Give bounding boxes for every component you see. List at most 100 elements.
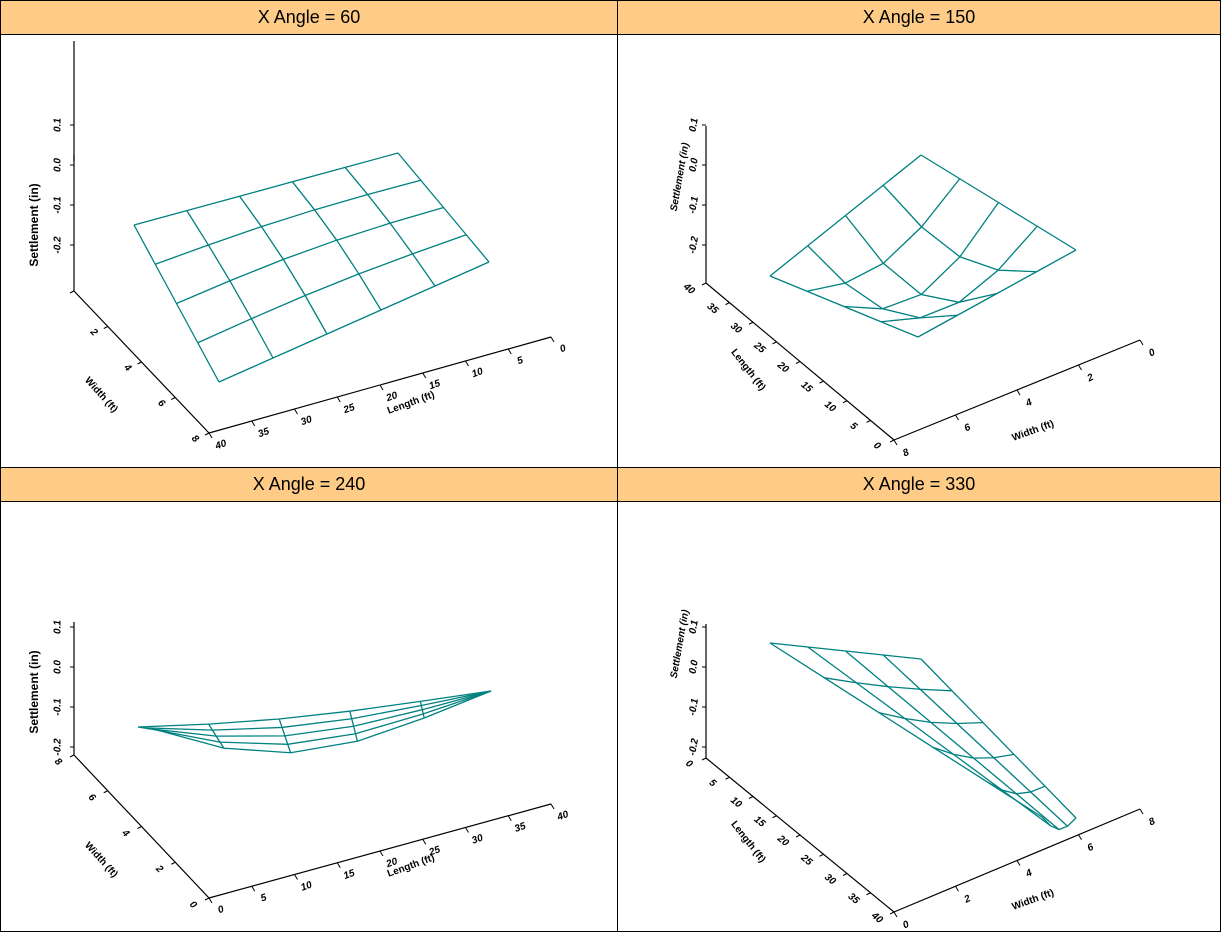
width-axis-tick: [1016, 389, 1021, 396]
length-axis-tick-label: 10: [299, 879, 314, 893]
length-axis-tick: [842, 873, 848, 876]
length-axis-tick: [701, 757, 707, 761]
width-axis-tick-label: 6: [155, 398, 167, 410]
chart-title: X Angle = 240: [1, 468, 617, 502]
length-axis-tick: [550, 803, 555, 810]
width-axis-tick-label: 2: [1085, 372, 1096, 385]
surface-grid-line: [137, 726, 158, 731]
surface-grid-line: [142, 690, 492, 731]
width-axis-tick-label: 6: [963, 422, 973, 435]
length-axis-tick-label: 40: [868, 910, 885, 927]
length-axis-tick-label: 15: [752, 814, 768, 830]
width-axis-tick: [103, 790, 108, 794]
length-axis-tick: [465, 360, 469, 367]
length-axis-tick: [889, 911, 895, 915]
surface-grid-line: [844, 215, 998, 303]
length-axis-tick-label: 10: [470, 366, 485, 380]
surface-grid-line: [152, 690, 492, 745]
width-axis-tick: [171, 861, 176, 865]
length-axis-tick-label: 5: [259, 892, 268, 904]
z-axis-tick-label: 0.1: [53, 620, 64, 634]
surface-grid-line: [156, 690, 492, 754]
length-axis-tick-label: 30: [728, 321, 744, 337]
length-axis-tick-label: 25: [341, 402, 357, 417]
surface-grid-line: [397, 152, 490, 263]
z-axis-tick-label: -0.1: [687, 697, 701, 716]
width-axis-tick-label: 8: [52, 756, 64, 768]
length-axis-tick-label: 40: [680, 281, 697, 298]
length-axis-tick-label: 20: [384, 856, 400, 871]
width-axis-tick: [69, 754, 75, 758]
width-axis-tick-label: 6: [1086, 842, 1096, 855]
length-axis-tick: [550, 336, 555, 343]
length-axis-tick: [379, 384, 384, 391]
width-axis-tick-label: 2: [153, 863, 166, 876]
z-axis-label: Settlement (in): [27, 183, 41, 266]
surface-grid-line: [807, 245, 958, 319]
width-axis-tick: [171, 397, 176, 400]
chart-panel-3: X Angle = 240 0.1 0.0 -0.1 -0.2 Settlement (…: [0, 467, 618, 932]
z-axis-tick-label: -0.2: [687, 737, 701, 756]
length-axis-tick: [336, 862, 341, 869]
length-axis-tick: [251, 420, 256, 427]
z-axis-tick-label: 0.1: [53, 118, 64, 132]
width-axis-tick: [893, 439, 898, 446]
length-axis-tick-label: 5: [516, 355, 525, 367]
length-axis-tick: [842, 400, 848, 404]
surface-grid-line: [147, 690, 492, 737]
chart-panel-4: X Angle = 330 0.1 0.0 -0.1 -0.2 Settlement (…: [617, 467, 1221, 932]
width-axis-tick: [69, 290, 75, 294]
z-axis-label: Settlement (in): [27, 650, 41, 733]
length-axis-tick-label: 5: [707, 777, 719, 789]
z-axis-tick-label: 0.0: [688, 659, 701, 675]
surface-grid-line: [133, 152, 399, 226]
length-axis-tick-label: 20: [774, 359, 791, 376]
length-axis-tick-label: 20: [384, 390, 400, 405]
width-axis-tick: [1016, 860, 1021, 866]
length-axis-tick: [294, 874, 298, 880]
z-axis-tick-label: -0.2: [53, 236, 64, 254]
width-axis-tick: [893, 911, 898, 918]
width-axis-tick-label: 4: [1023, 867, 1034, 880]
length-axis-tick: [507, 815, 512, 822]
length-axis-tick: [422, 838, 427, 845]
width-axis-tick: [1078, 364, 1082, 371]
length-axis-tick: [748, 321, 754, 325]
length-axis-tick: [251, 885, 256, 892]
width-axis-tick: [1139, 339, 1144, 346]
length-axis-tick-label: 10: [728, 795, 744, 811]
length-axis-tick-label: 30: [470, 832, 485, 846]
z-axis-tick-label: 0.1: [688, 619, 701, 635]
length-axis-tick-label: 35: [257, 426, 272, 440]
surface-grid-line: [218, 261, 490, 383]
surface-grid-line: [769, 642, 1043, 818]
z-axis-tick-label: 0.0: [688, 157, 701, 173]
chart-panel-2: X Angle = 150 0.1 0.0 -0.1 -0.2 Settlement (…: [617, 0, 1221, 468]
length-axis-tick-label: 35: [846, 891, 862, 907]
length-axis-tick-label: 5: [848, 420, 860, 432]
surface-grid-line: [137, 690, 492, 728]
chart-title: X Angle = 150: [618, 1, 1220, 35]
length-axis-tick: [701, 282, 707, 286]
length-axis-tick-label: 15: [428, 378, 443, 392]
length-axis-tick-label: 0: [559, 343, 568, 355]
width-axis-label: Width (ft): [82, 840, 119, 880]
surface-grid-line: [419, 701, 425, 719]
width-axis-tick-label: 0: [1147, 347, 1157, 360]
length-axis-tick: [208, 897, 213, 904]
surface-grid-line: [806, 178, 961, 292]
length-axis-tick-label: 0: [871, 440, 883, 452]
length-axis-tick: [866, 892, 871, 896]
surface-grid-line: [843, 202, 1000, 310]
width-axis-tick-label: 2: [87, 326, 100, 339]
length-axis-tick-label: 35: [705, 301, 721, 317]
length-axis-tick: [772, 815, 777, 819]
width-axis-tick-label: 4: [119, 827, 132, 840]
surface-grid-line: [882, 184, 1037, 273]
width-axis-tick: [1078, 834, 1082, 841]
surface-grid-line: [845, 650, 1060, 830]
